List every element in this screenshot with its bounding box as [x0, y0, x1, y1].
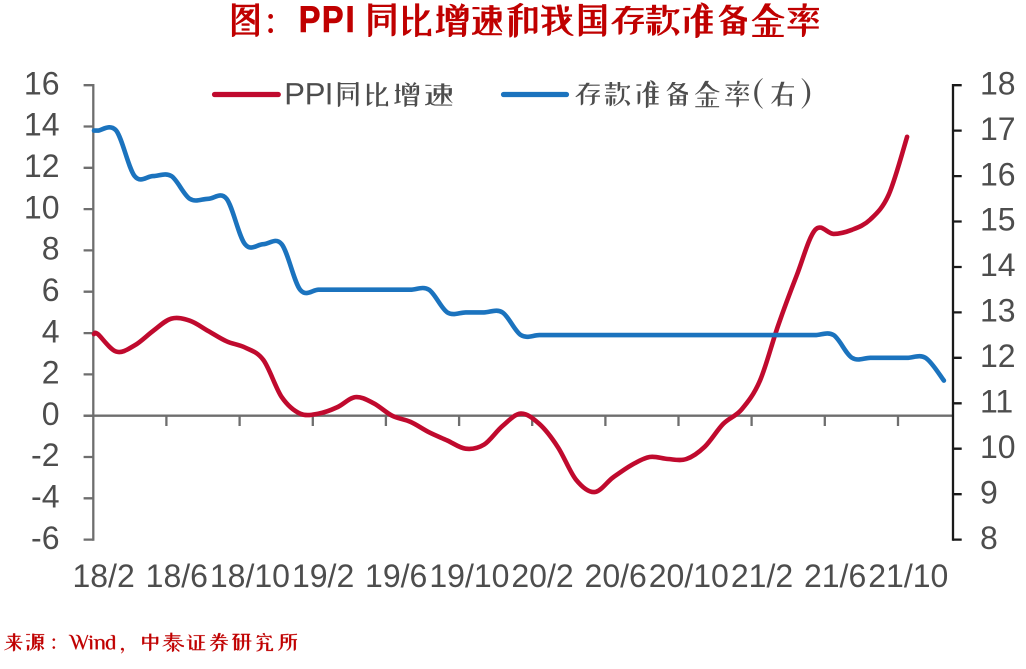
- svg-text:10: 10: [980, 429, 1016, 465]
- svg-text:20/6: 20/6: [585, 558, 647, 594]
- svg-text:14: 14: [980, 247, 1016, 283]
- svg-text:18/2: 18/2: [72, 558, 134, 594]
- svg-text:4: 4: [42, 313, 60, 349]
- svg-text:19/10: 19/10: [429, 558, 509, 594]
- svg-text:21/10: 21/10: [868, 558, 948, 594]
- svg-text:11: 11: [980, 384, 1013, 420]
- svg-text:-2: -2: [31, 437, 59, 473]
- svg-text:18/10: 18/10: [210, 558, 290, 594]
- svg-text:0: 0: [42, 396, 60, 432]
- svg-text:17: 17: [980, 111, 1016, 147]
- svg-text:20/10: 20/10: [649, 558, 729, 594]
- svg-text:9: 9: [980, 474, 998, 510]
- svg-text:18: 18: [980, 65, 1016, 101]
- svg-text:21/6: 21/6: [804, 558, 866, 594]
- svg-text:16: 16: [24, 65, 60, 101]
- svg-text:8: 8: [42, 231, 60, 267]
- svg-text:-6: -6: [31, 520, 59, 556]
- svg-text:19/6: 19/6: [365, 558, 427, 594]
- svg-text:12: 12: [980, 338, 1016, 374]
- svg-text:2: 2: [42, 355, 60, 391]
- svg-text:20/2: 20/2: [511, 558, 573, 594]
- svg-text:13: 13: [980, 293, 1016, 329]
- svg-text:6: 6: [42, 272, 60, 308]
- svg-text:19/2: 19/2: [292, 558, 354, 594]
- svg-text:10: 10: [24, 189, 60, 225]
- svg-text:15: 15: [980, 202, 1016, 238]
- svg-text:16: 16: [980, 156, 1016, 192]
- svg-text:12: 12: [24, 148, 60, 184]
- svg-text:8: 8: [980, 520, 998, 556]
- svg-text:18/6: 18/6: [146, 558, 208, 594]
- svg-text:-4: -4: [31, 479, 59, 515]
- svg-text:14: 14: [24, 107, 60, 143]
- svg-text:21/2: 21/2: [731, 558, 793, 594]
